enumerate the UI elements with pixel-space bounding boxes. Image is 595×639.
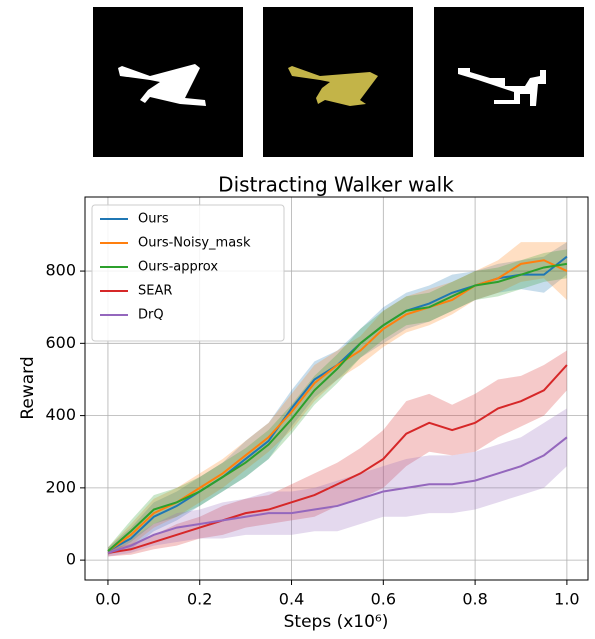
y-tick-label: 400 [45, 405, 76, 424]
observation-images [93, 7, 584, 157]
chart-title: Distracting Walker walk [218, 173, 454, 197]
legend-label: Ours-Noisy_mask [138, 236, 251, 251]
plot-area: 0.0 0.2 0.4 0.6 0.8 1.0 0 200 400 600 800 Ours Ours-… [45, 196, 589, 609]
legend-label: Ours-approx [138, 260, 218, 275]
approx-mask-shape [458, 68, 546, 106]
legend-label: Ours [138, 212, 169, 227]
legend-label: DrQ [138, 308, 164, 323]
x-tick-label: 0.0 [95, 590, 120, 609]
x-axis-label: Steps (x10⁶) [284, 612, 389, 632]
y-tick-label: 800 [45, 261, 76, 280]
y-tick-label: 0 [66, 550, 76, 569]
mask-shape [118, 64, 206, 106]
x-tick-label: 0.6 [371, 590, 396, 609]
series-line [107, 259, 568, 552]
approx-mask-image [434, 7, 584, 157]
series-line [107, 364, 568, 554]
y-tick-label: 200 [45, 477, 76, 496]
x-tick-label: 1.0 [554, 590, 579, 609]
series-line [107, 436, 568, 554]
legend-box [91, 204, 285, 342]
series-line [107, 262, 568, 552]
noisy-mask-shape [288, 66, 378, 106]
error-band [107, 249, 567, 555]
axes-frame [84, 196, 589, 581]
y-axis-label: Reward [18, 356, 38, 419]
x-tick-label: 0.8 [462, 590, 487, 609]
legend-label: SEAR [138, 284, 172, 299]
y-tick-label: 600 [45, 333, 76, 352]
x-tick-label: 0.2 [187, 590, 212, 609]
x-tick-label: 0.4 [279, 590, 304, 609]
